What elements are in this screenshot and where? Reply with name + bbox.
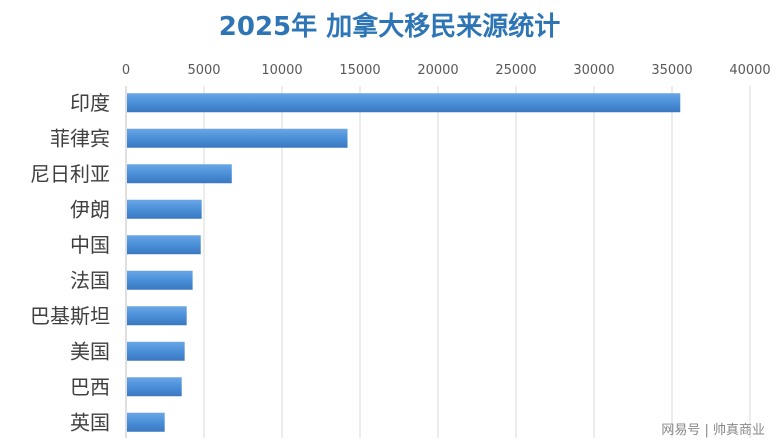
category-label: 巴基斯坦 bbox=[30, 304, 110, 328]
category-label: 尼日利亚 bbox=[30, 162, 110, 186]
x-tick-label: 5000 bbox=[187, 63, 220, 78]
bar bbox=[127, 164, 232, 184]
bar bbox=[127, 93, 681, 113]
x-tick-label: 10000 bbox=[261, 63, 302, 78]
bar bbox=[127, 341, 185, 361]
category-label: 印度 bbox=[70, 91, 110, 115]
chart-title: 2025年 加拿大移民来源统计 bbox=[218, 12, 561, 42]
category-label: 英国 bbox=[70, 410, 110, 434]
bar bbox=[127, 128, 348, 148]
bar bbox=[127, 199, 202, 219]
watermark: 网易号 | 帅真商业 bbox=[661, 423, 765, 438]
category-label: 菲律宾 bbox=[50, 126, 110, 150]
x-tick-label: 20000 bbox=[417, 63, 458, 78]
category-label: 伊朗 bbox=[70, 197, 110, 221]
category-label: 美国 bbox=[70, 339, 110, 363]
category-label: 法国 bbox=[70, 268, 110, 292]
x-tick-label: 40000 bbox=[729, 63, 770, 78]
x-tick-label: 35000 bbox=[651, 63, 692, 78]
bar bbox=[127, 377, 182, 397]
bar bbox=[127, 235, 201, 255]
x-tick-label: 25000 bbox=[495, 63, 536, 78]
x-tick-label: 30000 bbox=[573, 63, 614, 78]
x-tick-label: 0 bbox=[122, 63, 130, 78]
bar bbox=[127, 270, 193, 290]
bar bbox=[127, 306, 187, 326]
category-label: 巴西 bbox=[70, 375, 110, 399]
bar bbox=[127, 412, 165, 432]
category-label: 中国 bbox=[70, 233, 110, 257]
x-tick-label: 15000 bbox=[339, 63, 380, 78]
